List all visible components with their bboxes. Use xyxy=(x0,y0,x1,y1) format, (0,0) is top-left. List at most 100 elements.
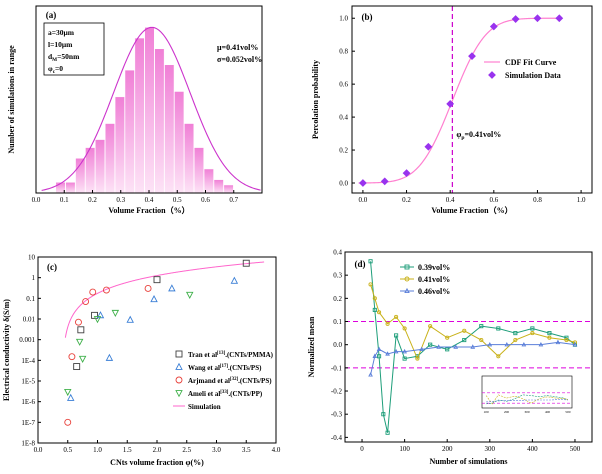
inset-tick-label: 500 xyxy=(565,410,571,414)
legend-label: 0.46vol% xyxy=(418,287,450,296)
y-tick-label: 0.4 xyxy=(339,114,348,122)
legend-marker xyxy=(404,276,410,282)
plot-frame xyxy=(351,5,593,194)
x-tick-label: 0.5 xyxy=(173,196,182,204)
histogram-bar xyxy=(104,123,115,194)
y-tick-label: 10 xyxy=(28,254,36,262)
x-tick-label: 0.0 xyxy=(359,196,368,204)
x-tick-label: 0 xyxy=(360,445,364,453)
legend-marker xyxy=(175,350,183,358)
plot-frame xyxy=(37,256,277,444)
x-tick-label: 300 xyxy=(485,445,496,453)
x-tick-label: 0.1 xyxy=(60,196,69,204)
data-point xyxy=(372,353,378,358)
x-tick-label: 0.2 xyxy=(402,196,411,204)
x-tick-label: 400 xyxy=(527,445,538,453)
data-point xyxy=(533,14,542,23)
inset-series-line xyxy=(486,394,569,405)
legend-marker xyxy=(175,376,183,384)
histogram-bar xyxy=(193,147,204,194)
inset-series-line xyxy=(486,399,568,403)
data-point xyxy=(78,355,87,363)
data-point xyxy=(372,307,377,312)
series-line xyxy=(370,341,576,375)
data-point xyxy=(538,341,544,347)
data-point xyxy=(372,296,377,301)
histogram-bar xyxy=(213,179,224,194)
x-tick-label: 4.0 xyxy=(272,446,281,454)
data-point xyxy=(479,337,484,343)
y-tick-label: 0.001 xyxy=(19,336,35,344)
y-tick-label: 1 xyxy=(32,274,36,282)
data-point xyxy=(150,295,158,303)
x-tick-label: 0.7 xyxy=(229,196,238,204)
x-tick-label: 100 xyxy=(399,445,410,453)
data-point xyxy=(419,346,425,352)
data-point xyxy=(513,337,518,343)
data-point xyxy=(394,333,399,338)
x-tick-label: 0.8 xyxy=(533,196,542,204)
x-axis-title: Volume Fraction（%） xyxy=(108,205,189,215)
legend-marker xyxy=(175,362,183,370)
data-point xyxy=(111,309,120,318)
data-point xyxy=(385,351,390,356)
data-point xyxy=(547,331,552,336)
y-tick-label: -0.1 xyxy=(331,364,343,372)
x-tick-label: 0.4 xyxy=(446,196,455,204)
data-point xyxy=(82,298,90,305)
y-tick-label: 0.6 xyxy=(339,81,348,89)
panel-a: 0.0 0.1 0.2 0.3 0.4 0.5 0.6 0.7 Volume Fraction（… xyxy=(7,5,263,215)
inset-tick-label: 300 xyxy=(524,410,530,414)
legend-label: 0.39vol% xyxy=(418,263,450,272)
data-point xyxy=(445,335,450,340)
data-point xyxy=(168,284,176,292)
data-point xyxy=(91,311,98,319)
data-point xyxy=(487,341,493,347)
data-point xyxy=(359,179,367,187)
y-tick-label: 1E-4 xyxy=(21,357,35,365)
data-point xyxy=(93,316,102,324)
data-point xyxy=(530,326,535,331)
inset-frame xyxy=(481,375,573,409)
y-axis-title: Electrical conductivity δ(S/m) xyxy=(2,299,11,401)
x-tick-label: 0.4 xyxy=(145,196,154,204)
data-point xyxy=(64,418,72,426)
y-tick-label: 1E-6 xyxy=(21,398,35,406)
y-tick-label: 0.4 xyxy=(333,249,342,257)
x-tick-label: 0.5 xyxy=(63,446,72,454)
y-tick-label: 1E-8 xyxy=(21,440,35,448)
histogram-bar xyxy=(203,168,214,194)
data-point xyxy=(377,354,382,359)
data-point xyxy=(394,314,399,319)
histogram-bar xyxy=(174,91,185,194)
y-tick-label: 0.1 xyxy=(26,295,35,303)
legend-marker xyxy=(175,390,183,398)
data-point xyxy=(424,142,433,151)
data-point xyxy=(368,372,373,377)
data-point xyxy=(445,347,450,352)
legend-marker xyxy=(404,287,410,294)
x-tick-label: 0.6 xyxy=(201,196,210,204)
data-point xyxy=(402,169,411,178)
data-point xyxy=(468,52,476,61)
histogram-bar xyxy=(65,182,76,194)
y-axis-title: Percolation probability xyxy=(311,60,320,139)
data-point xyxy=(385,321,390,326)
x-tick-label: 3.0 xyxy=(212,446,221,454)
data-point xyxy=(402,356,407,361)
legend-marker xyxy=(488,71,496,79)
panel-c: 0.0 0.5 1.0 1.5 2.0 2.5 3.0 3.5 4.0 1E-8 1E-7 1E-6 1… xyxy=(2,254,281,468)
param-d: dM=50nm xyxy=(48,52,80,63)
panel-d: 0 100 200 300 400 500 -0.4 -0.3 -0.2 -0.1 0.0 0.1 0.… xyxy=(307,249,593,466)
data-point xyxy=(555,339,561,345)
y-axis-title: Number of simulations in range xyxy=(7,45,16,154)
y-tick-label: 0.1 xyxy=(333,318,342,326)
data-point xyxy=(521,341,527,347)
data-point xyxy=(530,331,535,336)
data-point xyxy=(446,100,455,108)
data-point xyxy=(393,348,399,354)
legend-label: Arjmand et al[32].(CNTs/PS) xyxy=(188,377,272,385)
data-point xyxy=(385,430,390,435)
plot-frame xyxy=(344,251,593,443)
histogram-bar xyxy=(114,96,125,194)
